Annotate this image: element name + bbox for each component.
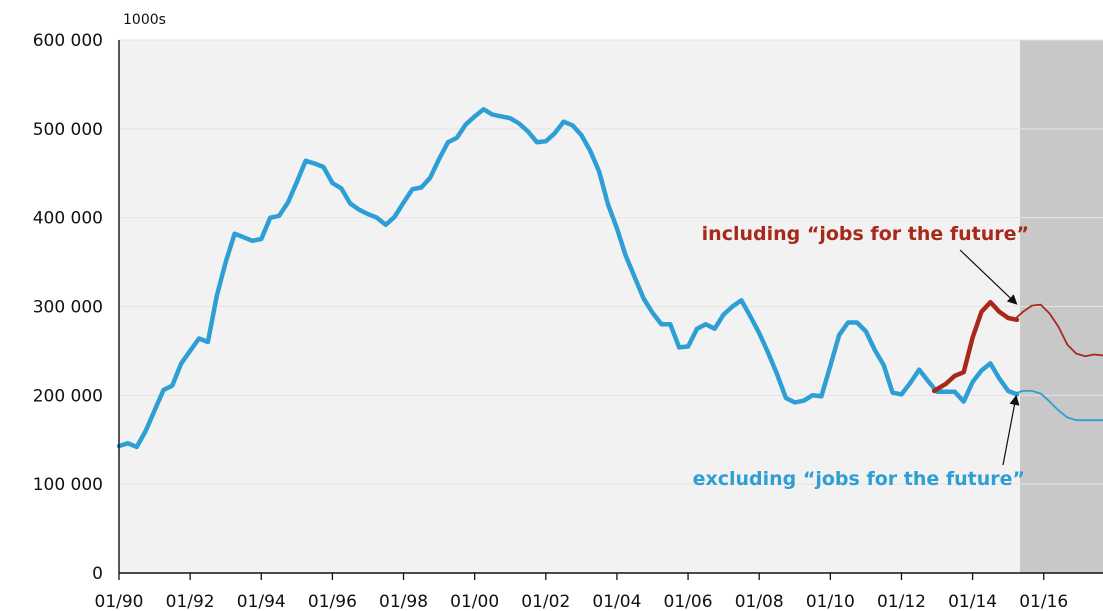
y-tick-label: 100 000 — [33, 475, 103, 495]
y-axis: 0 100 000 200 000 300 000 400 000 500 000 600 … — [33, 31, 120, 584]
x-tick-label: 01/00 — [450, 592, 499, 611]
annotations: including “jobs for the future” excluding… — [693, 223, 1029, 490]
forecast-line-excluding — [1016, 390, 1103, 422]
x-tick-label: 01/06 — [664, 592, 713, 611]
y-unit-label: 1000s — [123, 12, 166, 28]
forecast-line-including — [1016, 303, 1103, 358]
x-tick-label: 01/90 — [95, 592, 144, 611]
y-tick-label: 300 000 — [33, 298, 103, 318]
x-tick-label: 01/92 — [166, 592, 215, 611]
y-tick-label: 500 000 — [33, 120, 103, 140]
annotation-arrow-excluding — [1002, 394, 1020, 466]
annotation-arrow-including — [959, 249, 1018, 305]
y-tick-label: 200 000 — [33, 386, 103, 406]
x-tick-label: 01/02 — [521, 592, 570, 611]
x-tick-label: 01/96 — [308, 592, 357, 611]
series-line-including — [931, 299, 1020, 394]
x-tick-label: 01/12 — [877, 592, 926, 611]
x-tick-label: 01/04 — [592, 592, 641, 611]
x-tick-label: 01/08 — [735, 592, 784, 611]
x-tick-label: 01/16 — [1019, 592, 1068, 611]
series-line-excluding — [116, 107, 1020, 450]
x-axis: 01/90 01/92 01/94 01/96 01/98 01/00 01/02 01/04… — [95, 572, 1103, 611]
annotation-excluding: excluding “jobs for the future” — [693, 468, 1025, 490]
x-tick-label: 01/14 — [948, 592, 997, 611]
gridlines — [119, 39, 1103, 485]
x-tick-label: 01/10 — [806, 592, 855, 611]
y-tick-label: 600 000 — [33, 31, 103, 51]
y-tick-label: 0 — [92, 564, 103, 584]
series-layer — [116, 107, 1103, 450]
x-tick-label: 01/94 — [237, 592, 286, 611]
x-tick-label: 01/98 — [379, 592, 428, 611]
y-tick-label: 400 000 — [33, 209, 103, 229]
annotation-including: including “jobs for the future” — [702, 223, 1029, 245]
